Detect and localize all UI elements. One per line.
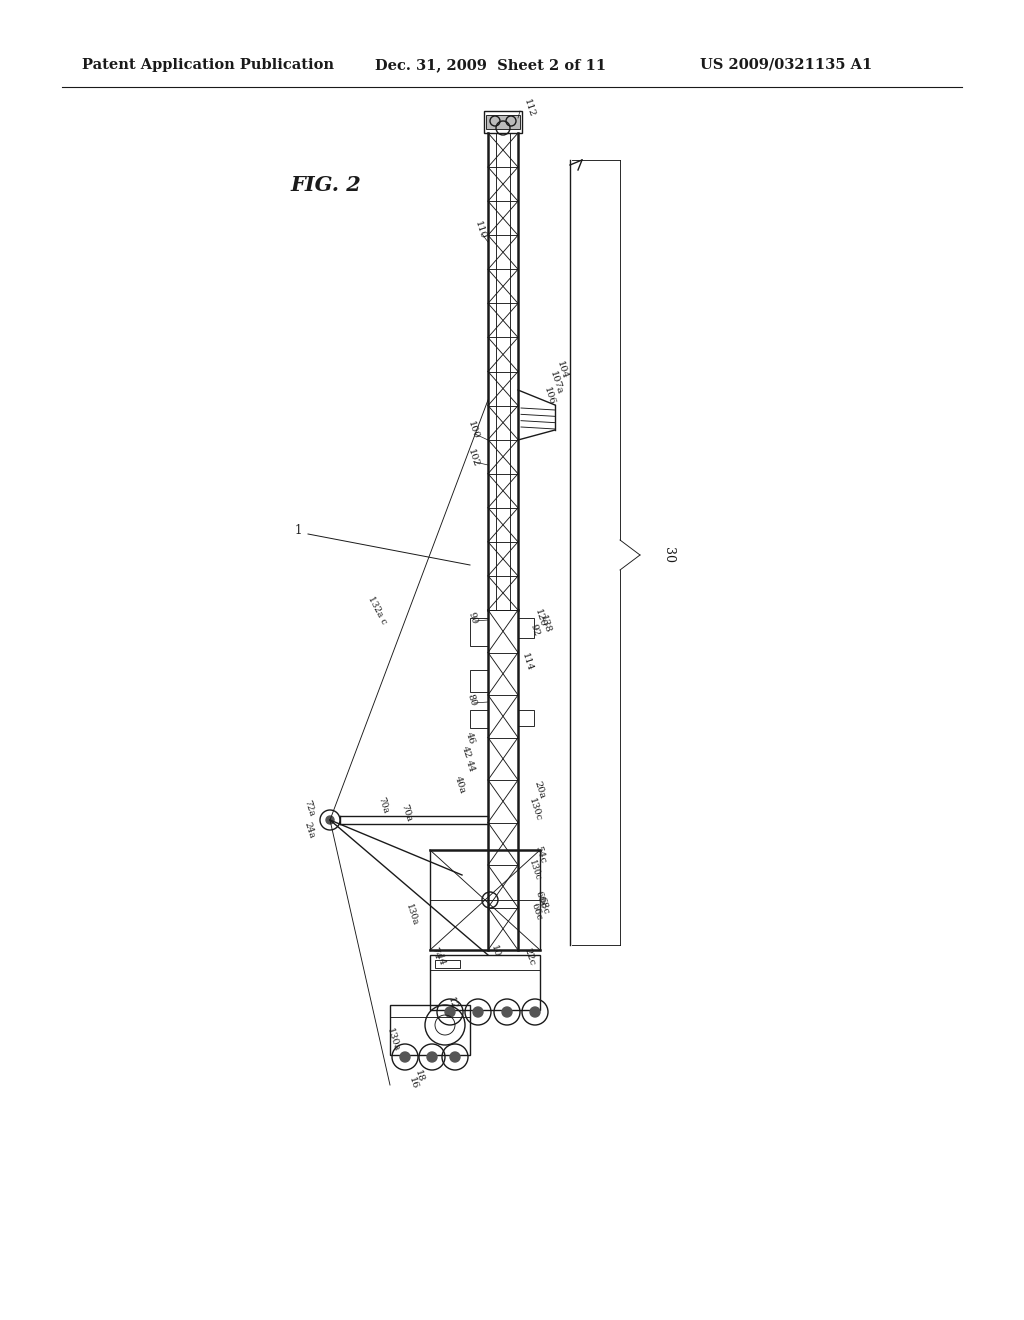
Text: 90: 90 — [467, 611, 479, 626]
Text: 130a: 130a — [404, 903, 420, 927]
Text: 120: 120 — [532, 607, 547, 628]
Text: 112: 112 — [522, 98, 537, 119]
Text: 54c: 54c — [532, 845, 547, 865]
Bar — [518, 710, 534, 726]
Text: 92: 92 — [528, 623, 542, 638]
Text: 12: 12 — [445, 995, 458, 1010]
Text: Dec. 31, 2009  Sheet 2 of 11: Dec. 31, 2009 Sheet 2 of 11 — [375, 58, 606, 73]
Bar — [470, 710, 488, 729]
Text: 138: 138 — [538, 614, 552, 634]
Text: 106: 106 — [542, 385, 556, 407]
Text: US 2009/0321135 A1: US 2009/0321135 A1 — [700, 58, 872, 73]
Bar — [484, 111, 522, 133]
Text: 104: 104 — [555, 360, 569, 380]
Text: 72a: 72a — [302, 799, 316, 817]
Circle shape — [502, 1007, 512, 1016]
Text: 130c: 130c — [527, 858, 543, 882]
Text: 16: 16 — [407, 1076, 419, 1090]
Bar — [435, 960, 460, 968]
Text: 22c: 22c — [523, 946, 537, 968]
Text: 18: 18 — [413, 1069, 425, 1084]
Text: 107a: 107a — [548, 370, 564, 396]
Text: 1: 1 — [295, 524, 302, 536]
Text: 66c: 66c — [529, 902, 543, 921]
Text: 44: 44 — [464, 759, 476, 774]
Text: 70a: 70a — [399, 803, 413, 822]
Text: Patent Application Publication: Patent Application Publication — [82, 58, 334, 73]
Text: 46: 46 — [464, 731, 476, 746]
Text: 10: 10 — [488, 944, 501, 958]
Text: 40a: 40a — [453, 775, 467, 795]
Circle shape — [473, 1007, 483, 1016]
Text: 130c: 130c — [527, 797, 543, 822]
Bar — [390, 1005, 470, 1055]
Text: FIG. 2: FIG. 2 — [290, 176, 360, 195]
Bar — [470, 671, 488, 692]
Bar — [518, 618, 534, 638]
Text: 74: 74 — [429, 945, 441, 961]
Text: 68c: 68c — [536, 896, 550, 916]
Text: 14: 14 — [434, 953, 446, 968]
Text: 24a: 24a — [302, 821, 316, 840]
Text: 100: 100 — [466, 420, 480, 440]
Text: 130a: 130a — [385, 1027, 401, 1053]
Text: 60c: 60c — [532, 890, 547, 909]
Bar — [486, 115, 520, 129]
Circle shape — [400, 1052, 410, 1063]
Text: 114: 114 — [520, 652, 535, 672]
Circle shape — [445, 1007, 455, 1016]
Bar — [430, 954, 540, 1010]
Circle shape — [450, 1052, 460, 1063]
Text: 70a: 70a — [376, 796, 390, 814]
Circle shape — [427, 1052, 437, 1063]
Circle shape — [326, 816, 334, 824]
Text: 42: 42 — [460, 744, 472, 759]
Bar — [470, 618, 488, 645]
Text: 80: 80 — [466, 693, 478, 708]
Text: 110: 110 — [473, 219, 487, 240]
Text: 132a c: 132a c — [366, 594, 388, 626]
Text: 30: 30 — [662, 546, 675, 564]
Text: 102: 102 — [466, 447, 480, 469]
Circle shape — [530, 1007, 540, 1016]
Text: 20a: 20a — [532, 780, 547, 800]
